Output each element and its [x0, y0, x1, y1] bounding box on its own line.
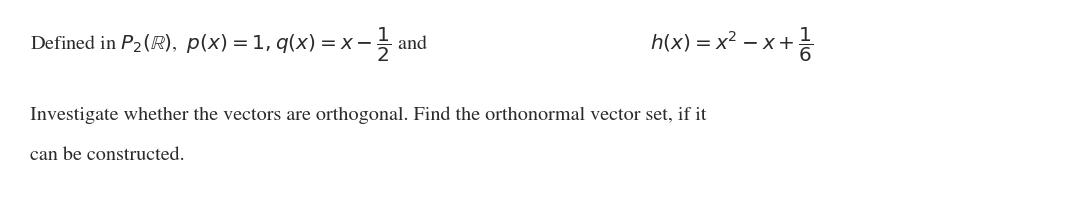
Text: $h(x)=x^2-x+\dfrac{1}{6}$: $h(x)=x^2-x+\dfrac{1}{6}$: [650, 26, 814, 64]
Text: can be constructed.: can be constructed.: [30, 146, 185, 164]
Text: Defined in $P_2(\mathbb{R})$,  $p(x)=1,q(x)=x-\dfrac{1}{2}$ and: Defined in $P_2(\mathbb{R})$, $p(x)=1,q(…: [30, 26, 428, 64]
Text: Investigate whether the vectors are orthogonal. Find the orthonormal vector set,: Investigate whether the vectors are orth…: [30, 106, 707, 124]
